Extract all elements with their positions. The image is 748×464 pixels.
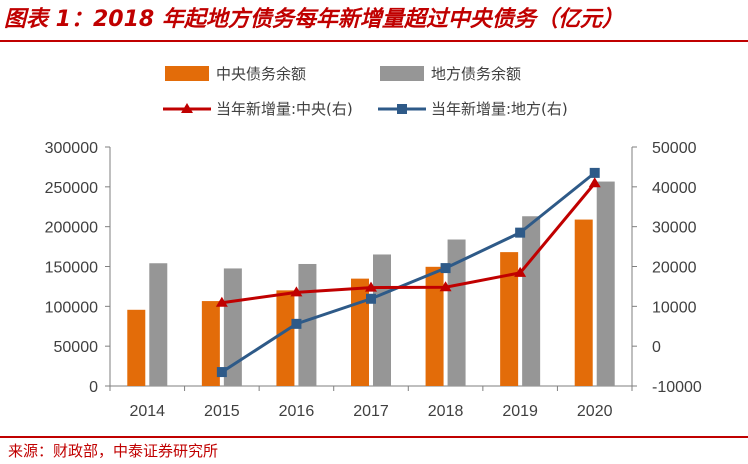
legend-label-local-bar: 地方债务余额	[431, 65, 521, 83]
chart-svg: 中央债务余额 地方债务余额 当年新增量:中央(右) 当年新增量:地方(右) 0 5…	[45, 65, 702, 420]
local-increment-point	[366, 293, 376, 304]
bar-local-debt	[596, 181, 615, 386]
y-left-tick-label: 150000	[45, 260, 98, 277]
y-left-tick-label: 300000	[45, 140, 98, 157]
bar-central-debt	[425, 266, 444, 386]
local-increment-point	[216, 367, 227, 378]
legend-label-central-bar: 中央债务余额	[216, 65, 306, 83]
chart-title: 图表 1：2018 年起地方债务每年新增量超过中央债务（亿元）	[4, 7, 624, 32]
bar-central-debt	[574, 219, 593, 386]
central-increment-point	[514, 266, 527, 277]
y-right-tick-label: 20000	[652, 260, 697, 277]
bar-local-debt	[447, 239, 466, 386]
legend-marker-local-line	[397, 104, 407, 114]
y-left-tick-label: 200000	[45, 220, 98, 237]
title-divider	[0, 40, 748, 42]
y-left-tick-label: 0	[89, 379, 98, 396]
legend-label-central-line: 当年新增量:中央(右)	[216, 100, 353, 118]
bar-local-debt	[223, 268, 242, 386]
local-increment-point	[589, 167, 600, 178]
x-tick-label: 2017	[353, 403, 389, 420]
x-tick-label: 2020	[577, 403, 613, 420]
bar-central-debt	[201, 301, 220, 386]
source-note: 来源：财政部，中泰证券研究所	[8, 442, 219, 460]
local-increment-point	[515, 227, 526, 238]
central-increment-point	[215, 296, 228, 307]
y-right-tick-label: 10000	[652, 299, 697, 316]
central-increment-point	[365, 281, 377, 292]
central-increment-point	[588, 177, 601, 188]
y-right-tick-label: 0	[652, 339, 661, 356]
central-increment-line	[221, 182, 596, 305]
local-increment-point	[291, 318, 302, 329]
x-tick-label: 2015	[204, 403, 240, 420]
legend-marker-central-line	[181, 103, 193, 113]
y-left-tick-label: 250000	[45, 180, 98, 197]
axes: 050000100000150000200000250000300000-100…	[45, 140, 702, 420]
bar-local-debt	[522, 216, 541, 386]
local-increment-line	[221, 171, 596, 374]
legend-label-local-line: 当年新增量:地方(右)	[431, 100, 568, 118]
y-left-tick-label: 100000	[45, 299, 98, 316]
bar-local-debt	[149, 263, 168, 386]
central-increment-point	[439, 281, 452, 292]
y-right-tick-label: 50000	[652, 140, 697, 157]
legend: 中央债务余额 地方债务余额 当年新增量:中央(右) 当年新增量:地方(右)	[163, 65, 568, 118]
bar-local-debt	[298, 263, 317, 386]
x-tick-label: 2018	[428, 403, 464, 420]
legend-swatch-local-bar	[380, 66, 424, 81]
footer-divider	[0, 436, 748, 438]
y-left-tick-label: 50000	[54, 339, 99, 356]
bar-central-debt	[127, 309, 146, 386]
lines	[215, 167, 601, 378]
x-tick-label: 2014	[129, 403, 165, 420]
y-right-tick-label: -10000	[652, 379, 702, 396]
local-increment-point	[440, 263, 451, 274]
bars	[127, 181, 615, 386]
central-increment-point	[290, 286, 303, 297]
bar-central-debt	[276, 290, 295, 386]
y-right-tick-label: 40000	[652, 180, 697, 197]
x-tick-label: 2019	[502, 403, 538, 420]
legend-swatch-central-bar	[165, 66, 209, 81]
y-right-tick-label: 30000	[652, 220, 697, 237]
bar-central-debt	[500, 252, 519, 386]
bar-local-debt	[373, 254, 391, 386]
x-tick-label: 2016	[279, 403, 315, 420]
